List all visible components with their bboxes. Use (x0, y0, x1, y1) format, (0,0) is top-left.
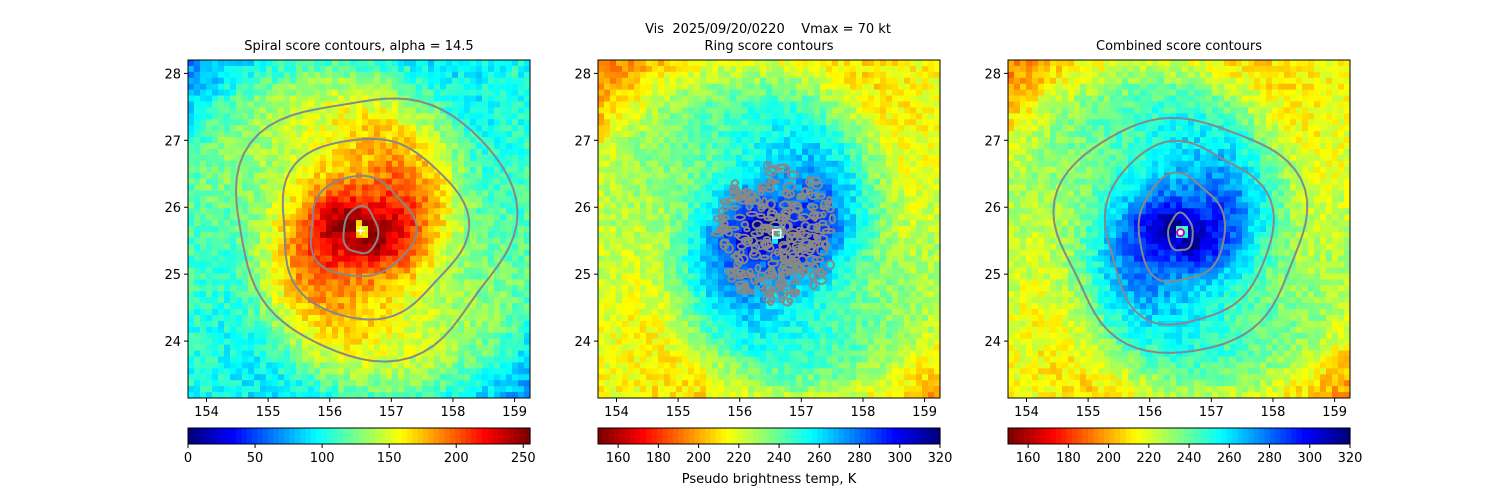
y-tick-label: 24 (164, 335, 181, 350)
colorbar-tick-label: 0 (184, 451, 192, 465)
center-marker (356, 226, 365, 235)
colorbar-tick-label: 200 (686, 451, 711, 465)
colorbar-tick-label: 260 (1217, 451, 1242, 465)
y-tick-label: 26 (984, 201, 1001, 216)
figure-suptitle: Vis 2025/09/20/0220 Vmax = 70 kt (645, 22, 891, 37)
panel-title-combined: Combined score contours (1096, 39, 1262, 54)
center-marker (1176, 228, 1186, 238)
x-tick-label: 154 (604, 405, 629, 420)
x-tick-label: 156 (317, 405, 342, 420)
x-tick-label: 155 (1076, 405, 1101, 420)
x-tick-label: 158 (851, 405, 876, 420)
x-tick-label: 159 (912, 405, 937, 420)
colorbar-tick-label: 280 (847, 451, 872, 465)
colorbar-tick-label: 220 (1136, 451, 1161, 465)
y-tick-label: 26 (164, 201, 181, 216)
x-tick-label: 156 (1137, 405, 1162, 420)
x-tick-label: 155 (666, 405, 691, 420)
colorbar-tick-label: 320 (1338, 451, 1363, 465)
colorbar-tick-label: 300 (1297, 451, 1322, 465)
contour-level-3 (1103, 139, 1275, 326)
y-tick-label: 28 (164, 67, 181, 82)
colorbar-frame (1007, 427, 1351, 445)
ring-score-contours (710, 160, 836, 307)
x-tick-label: 157 (789, 405, 814, 420)
colorbar: 160 180 200 220 240 260 280 300 320 (597, 427, 953, 465)
contour-level-4 (1052, 116, 1309, 354)
x-tick-label: 158 (441, 405, 466, 420)
center-marker (771, 229, 782, 239)
chart-panel-1: 154 155 156 157 158 159 24 25 26 27 28 0 50 100 150 200… (164, 59, 536, 465)
x-tick-label: 158 (1261, 405, 1286, 420)
colorbar-tick-label: 320 (928, 451, 953, 465)
y-tick-label: 27 (984, 134, 1001, 149)
contour-level-1 (342, 204, 380, 255)
satellite-image (1008, 60, 1350, 398)
x-tick-label: 159 (502, 405, 527, 420)
contour-level-2 (309, 174, 418, 278)
y-tick-label: 27 (574, 134, 591, 149)
colorbar-frame (187, 427, 531, 445)
colorbar-label: Pseudo brightness temp, K (681, 472, 857, 487)
axes-frame (597, 59, 941, 399)
colorbar-tick-label: 50 (247, 451, 264, 465)
colorbar-tick-label: 300 (887, 451, 912, 465)
colorbar-tick-label: 240 (767, 451, 792, 465)
y-tick-label: 24 (574, 335, 591, 350)
chart-panel-2: 154 155 156 157 158 159 24 25 26 27 28 160 180 200 220… (574, 59, 953, 465)
satellite-image (188, 60, 530, 398)
panel-title-ring: Ring score contours (704, 39, 834, 54)
colorbar: 0 50 100 150 200 250 (184, 427, 536, 465)
contour-level-2 (1137, 171, 1226, 283)
contour-level-1 (1167, 211, 1194, 252)
y-tick-label: 25 (984, 268, 1001, 283)
y-tick-label: 27 (164, 134, 181, 149)
x-tick-label: 159 (1322, 405, 1347, 420)
colorbar-tick-label: 220 (726, 451, 751, 465)
colorbar-tick-label: 180 (1056, 451, 1081, 465)
x-tick-label: 155 (256, 405, 281, 420)
x-tick-label: 154 (194, 405, 219, 420)
contour-level-4 (234, 97, 519, 363)
colorbar-tick-label: 280 (1257, 451, 1282, 465)
y-tick-label: 28 (574, 67, 591, 82)
y-tick-label: 25 (574, 268, 591, 283)
colorbar-tick-label: 180 (646, 451, 671, 465)
x-tick-label: 156 (727, 405, 752, 420)
colorbar-tick-label: 260 (807, 451, 832, 465)
y-tick-label: 25 (164, 268, 181, 283)
colorbar-tick-label: 250 (511, 451, 536, 465)
y-tick-label: 28 (984, 67, 1001, 82)
axes-frame (1007, 59, 1351, 399)
contour-level-3 (281, 137, 471, 321)
colorbar-tick-label: 200 (1096, 451, 1121, 465)
y-tick-label: 26 (574, 201, 591, 216)
x-tick-label: 154 (1014, 405, 1039, 420)
colorbar-tick-label: 200 (444, 451, 469, 465)
colorbar-tick-label: 150 (377, 451, 402, 465)
panel-title-spiral: Spiral score contours, alpha = 14.5 (244, 39, 474, 54)
colorbar-tick-label: 160 (606, 451, 631, 465)
chart-panel-3: 154 155 156 157 158 159 24 25 26 27 28 160 180 200 220… (984, 59, 1363, 465)
axes-frame (187, 59, 531, 399)
x-tick-label: 157 (1199, 405, 1224, 420)
colorbar-tick-label: 160 (1016, 451, 1041, 465)
x-tick-label: 157 (379, 405, 404, 420)
colorbar-tick-label: 100 (310, 451, 335, 465)
y-tick-label: 24 (984, 335, 1001, 350)
colorbar: 160 180 200 220 240 260 280 300 320 (1007, 427, 1363, 465)
colorbar-frame (597, 427, 941, 445)
colorbar-tick-label: 240 (1177, 451, 1202, 465)
